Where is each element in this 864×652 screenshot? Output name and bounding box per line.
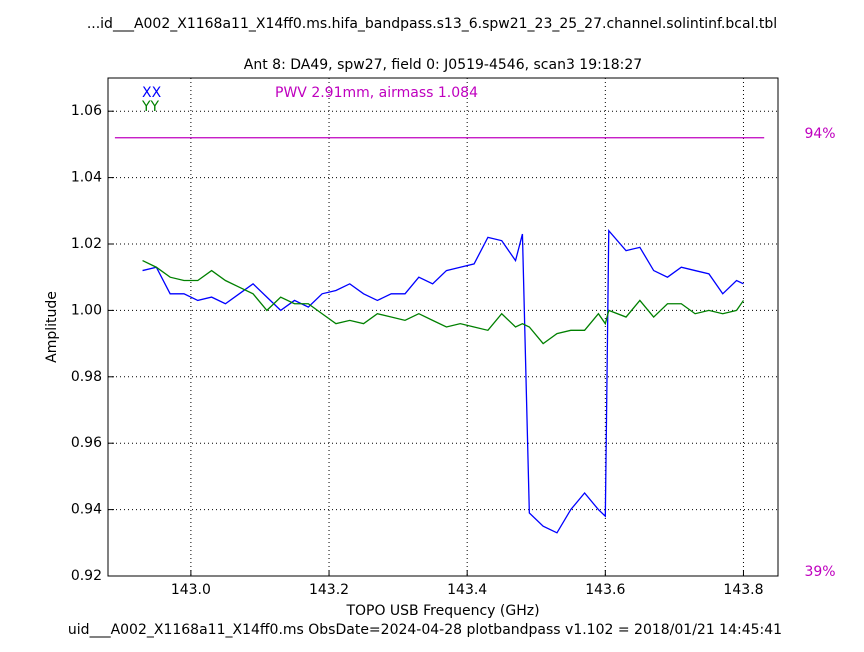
y-tick-label: 1.04 — [71, 170, 102, 186]
chart-title: ...id___A002_X1168a11_X14ff0.ms.hifa_ban… — [87, 16, 777, 32]
y-tick-label: 1.06 — [71, 103, 102, 119]
x-axis-label: TOPO USB Frequency (GHz) — [345, 603, 539, 619]
x-tick-label: 143.8 — [723, 582, 763, 598]
y-tick-label: 0.92 — [71, 568, 102, 584]
x-tick-label: 143.4 — [447, 582, 487, 598]
plot-frame — [107, 77, 779, 577]
data-line — [142, 260, 744, 345]
footer: uid___A002_X1168a11_X14ff0.ms ObsDate=20… — [68, 622, 782, 638]
legend-entry: YY — [141, 99, 160, 115]
y-tick-label: 0.94 — [71, 502, 102, 518]
data-line — [142, 229, 744, 534]
x-tick-label: 143.6 — [585, 582, 625, 598]
x-tick-label: 143.0 — [171, 582, 211, 598]
annotation: PWV 2.91mm, airmass 1.084 — [275, 85, 478, 101]
y2-tick-label: 94% — [804, 126, 835, 142]
y-tick-label: 0.96 — [71, 435, 102, 451]
x-tick-label: 143.2 — [309, 582, 349, 598]
y-tick-label: 1.00 — [71, 302, 102, 318]
y-axis-label: Amplitude — [44, 291, 60, 363]
chart-subtitle: Ant 8: DA49, spw27, field 0: J0519-4546,… — [244, 57, 642, 73]
y2-tick-label: 39% — [804, 564, 835, 580]
y-tick-label: 0.98 — [71, 369, 102, 385]
y-tick-label: 1.02 — [71, 236, 102, 252]
legend-entry: XX — [142, 85, 162, 101]
